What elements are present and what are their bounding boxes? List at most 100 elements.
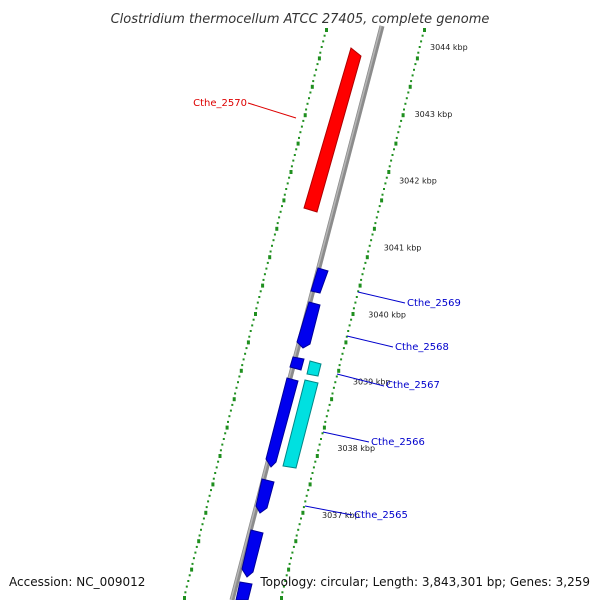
- tick-mark: [332, 386, 335, 389]
- gene-label-cthe-2569[interactable]: Cthe_2569: [407, 298, 461, 309]
- tick-mark: [200, 528, 202, 531]
- tick-mark: [417, 51, 420, 54]
- tick-mark: [328, 403, 331, 406]
- tick-mark: [225, 425, 229, 430]
- tick-mark: [372, 226, 376, 231]
- tick-mark: [266, 261, 269, 264]
- tick-mark: [235, 386, 238, 389]
- tick-mark: [341, 352, 344, 355]
- tick-mark: [403, 108, 405, 111]
- tick-mark: [245, 347, 248, 350]
- tick-mark: [246, 340, 250, 345]
- tick-mark: [302, 119, 305, 122]
- tick-mark: [335, 375, 338, 378]
- tick-mark: [204, 510, 208, 515]
- tick-mark: [202, 517, 205, 520]
- gene-block[interactable]: [255, 478, 275, 514]
- tick-mark: [195, 545, 198, 548]
- tick-mark: [294, 539, 298, 544]
- tick-mark: [265, 267, 268, 270]
- gene-block[interactable]: [306, 360, 322, 377]
- tick-mark: [254, 312, 257, 316]
- tick-mark: [298, 523, 301, 526]
- gene-label-cthe-2568[interactable]: Cthe_2568: [395, 342, 449, 353]
- tick-mark: [410, 80, 413, 83]
- tick-mark: [400, 119, 403, 122]
- tick-mark: [291, 551, 294, 554]
- tick-mark: [367, 250, 370, 253]
- gene-label-cthe-2566[interactable]: Cthe_2566: [371, 437, 425, 448]
- tick-mark: [183, 596, 186, 600]
- tick-mark: [256, 301, 259, 304]
- gene-block[interactable]: [296, 301, 321, 349]
- tick-mark: [364, 261, 367, 264]
- tick-mark: [290, 165, 293, 168]
- tick-mark: [420, 40, 423, 43]
- tick-mark: [408, 84, 412, 89]
- accession-text: Accession: NC_009012: [9, 575, 145, 589]
- tick-mark: [282, 585, 285, 588]
- label-connector: [336, 373, 385, 387]
- tick-mark: [238, 375, 241, 378]
- scale-labels: 3044 kbp 3043 kbp 3042 kbp 3041 kbp 3040 kbp…: [322, 43, 468, 520]
- tick-mark: [378, 205, 381, 208]
- tick-mark: [374, 222, 377, 225]
- gene-cthe-2570[interactable]: [303, 47, 362, 213]
- tick-mark: [384, 182, 387, 185]
- tick-mark: [248, 335, 251, 338]
- tick-mark: [321, 432, 324, 435]
- gene-block[interactable]: [265, 377, 299, 468]
- tick-mark: [191, 562, 194, 565]
- gene-block[interactable]: [235, 581, 253, 600]
- tick-mark: [327, 409, 330, 412]
- tick-mark: [300, 125, 303, 128]
- tick-mark: [418, 46, 421, 48]
- tick-mark: [362, 267, 365, 270]
- tick-mark: [318, 443, 321, 446]
- tick-mark: [414, 63, 417, 66]
- tick-mark: [295, 534, 298, 537]
- tick-mark: [285, 188, 288, 190]
- gene-block[interactable]: [310, 267, 329, 294]
- tick-mark: [323, 34, 326, 37]
- tick-mark: [268, 255, 272, 260]
- tick-mark: [322, 425, 326, 430]
- tick-mark: [296, 141, 300, 146]
- gene-block[interactable]: [282, 379, 319, 469]
- tick-mark: [344, 340, 348, 345]
- tick-mark: [398, 125, 401, 128]
- tick-mark: [261, 283, 265, 288]
- gene-block[interactable]: [289, 356, 305, 371]
- tick-mark: [221, 443, 224, 446]
- tick-mark: [272, 239, 275, 242]
- tick-mark: [190, 567, 194, 572]
- tick-mark: [316, 63, 319, 66]
- tick-mark: [355, 296, 358, 298]
- gene-label-cthe-2570[interactable]: Cthe_2570: [193, 98, 247, 109]
- tick-mark: [239, 368, 243, 373]
- tick-mark: [320, 438, 322, 440]
- tick-mark: [231, 403, 234, 406]
- tick-mark: [340, 358, 343, 361]
- tick-mark: [317, 56, 321, 61]
- gene-label-cthe-2567[interactable]: Cthe_2567: [386, 380, 440, 391]
- tick-mark: [342, 347, 345, 350]
- tick-mark: [197, 539, 201, 544]
- tick-mark: [413, 68, 415, 71]
- tick-mark: [331, 392, 334, 395]
- tick-mark: [198, 534, 201, 537]
- outer-tick-ring: [183, 28, 328, 600]
- tick-mark: [215, 466, 218, 469]
- gene-label-cthe-2565[interactable]: Cthe_2565: [354, 510, 408, 521]
- tick-mark: [330, 397, 334, 402]
- tick-mark: [311, 472, 314, 474]
- tick-mark: [304, 500, 307, 503]
- tick-mark: [282, 198, 286, 203]
- tick-mark: [289, 170, 293, 174]
- tick-mark: [210, 489, 212, 492]
- tick-mark: [395, 136, 398, 139]
- tick-mark: [224, 432, 227, 435]
- tick-mark: [249, 330, 252, 332]
- gene-block[interactable]: [241, 529, 264, 578]
